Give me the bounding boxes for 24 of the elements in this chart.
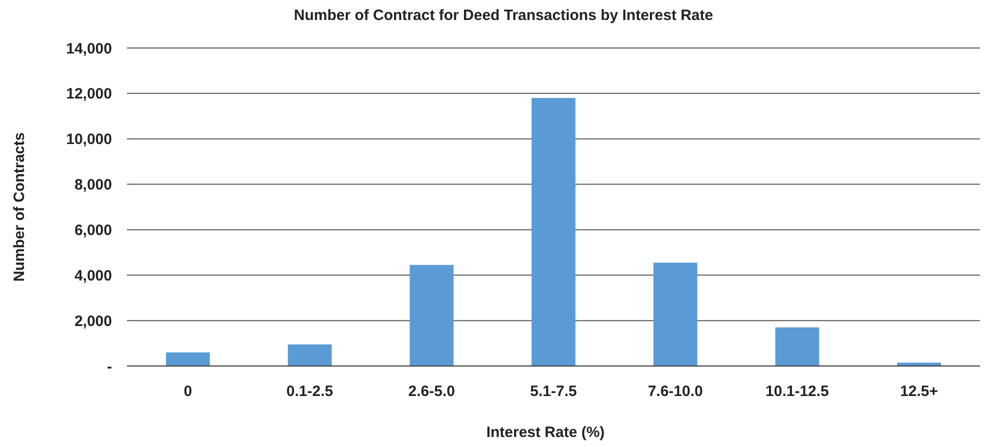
x-tick-label: 12.5+ [900,383,938,400]
y-tick-label: 8,000 [74,176,112,194]
bar [532,98,576,366]
y-tick-label: 6,000 [74,222,112,239]
chart-title: Number of Contract for Deed Transactions by Interest Rate [294,7,714,24]
y-tick-label: 2,000 [74,312,112,330]
y-tick-label: 12,000 [66,86,112,103]
bar [288,344,332,366]
bar [166,352,210,366]
y-tick-label: 10,000 [66,131,112,148]
y-tick-label: 14,000 [66,40,112,58]
bar [653,262,698,366]
x-tick-label: 0.1-2.5 [286,383,334,400]
x-tick-label: 5.1-7.5 [530,383,577,400]
x-tick-label: 10.1-12.5 [766,383,829,400]
x-axis-title: Interest Rate (%) [486,424,605,441]
x-tick-label: 7.6-10.0 [648,383,703,400]
x-tick-label: 2.6-5.0 [408,383,455,400]
x-tick-label: 0 [184,383,192,400]
y-tick-label: 4,000 [74,267,112,284]
bar [775,327,820,366]
y-tick-label: - [107,358,112,376]
y-axis-title: Number of Contracts [11,132,28,282]
bar [410,264,454,366]
